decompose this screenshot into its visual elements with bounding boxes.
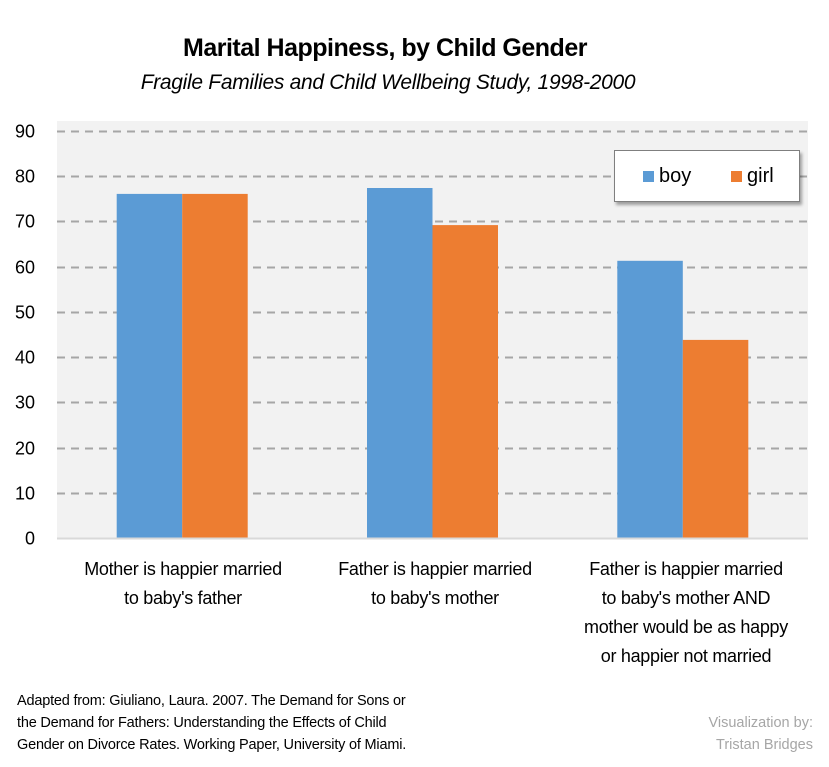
y-tick-label: 90 — [15, 122, 35, 142]
legend-item-girl: girl — [731, 165, 774, 188]
category-label-line: Mother is happier married — [84, 559, 282, 579]
chart-title: Marital Happiness, by Child Gender — [183, 34, 587, 62]
legend-label-boy: boy — [659, 165, 692, 187]
source-line: Adapted from: Giuliano, Laura. 2007. The… — [17, 693, 406, 709]
legend-swatch-girl — [731, 171, 742, 182]
visualization-credit: Visualization by: Tristan Bridges — [708, 712, 813, 756]
y-tick-label: 50 — [15, 303, 35, 323]
bar-boy-1 — [116, 193, 183, 538]
category-label-line: or happier not married — [600, 646, 772, 666]
source-line: Gender on Divorce Rates. Working Paper, … — [17, 737, 407, 753]
y-tick-label: 20 — [15, 439, 35, 459]
bars — [116, 188, 749, 538]
y-tick-label: 60 — [15, 258, 35, 278]
category-label-line: to baby's father — [124, 588, 242, 608]
legend: boy girl — [614, 150, 800, 202]
category-label-line: to baby's mother AND — [601, 588, 771, 608]
y-tick-label: 10 — [15, 484, 35, 504]
credit-line: Tristan Bridges — [716, 737, 813, 753]
y-tick-label: 80 — [15, 167, 35, 187]
legend-item-boy: boy — [643, 165, 691, 188]
y-tick-label: 0 — [25, 529, 35, 549]
legend-swatch-boy — [643, 171, 654, 182]
bar-boy-3 — [617, 260, 683, 538]
source-citation: Adapted from: Giuliano, Laura. 2007. The… — [17, 690, 517, 756]
y-tick-label: 70 — [15, 212, 35, 232]
chart-subtitle: Fragile Families and Child Wellbeing Stu… — [140, 71, 636, 94]
y-tick-label: 40 — [15, 348, 35, 368]
category-label-line: Father is happier married — [589, 559, 783, 579]
legend-label-girl: girl — [747, 165, 774, 187]
bar-boy-2 — [367, 188, 433, 538]
category-label-line: to baby's mother — [371, 588, 499, 608]
bar-girl-2 — [432, 225, 498, 538]
category-label-line: Father is happier married — [338, 559, 532, 579]
category-label-2: Father is happier married to baby's moth… — [304, 555, 566, 613]
bar-girl-3 — [682, 339, 749, 538]
y-axis-ticks: 0 10 20 30 40 50 60 70 80 90 — [15, 122, 35, 549]
category-label-line: mother would be as happy — [584, 617, 788, 637]
source-line: the Demand for Fathers: Understanding th… — [17, 715, 387, 731]
bar-girl-1 — [182, 193, 248, 538]
category-label-3: Father is happier married to baby's moth… — [555, 555, 817, 671]
category-label-1: Mother is happier married to baby's fath… — [52, 555, 314, 613]
credit-line: Visualization by: — [708, 715, 813, 731]
y-tick-label: 30 — [15, 393, 35, 413]
